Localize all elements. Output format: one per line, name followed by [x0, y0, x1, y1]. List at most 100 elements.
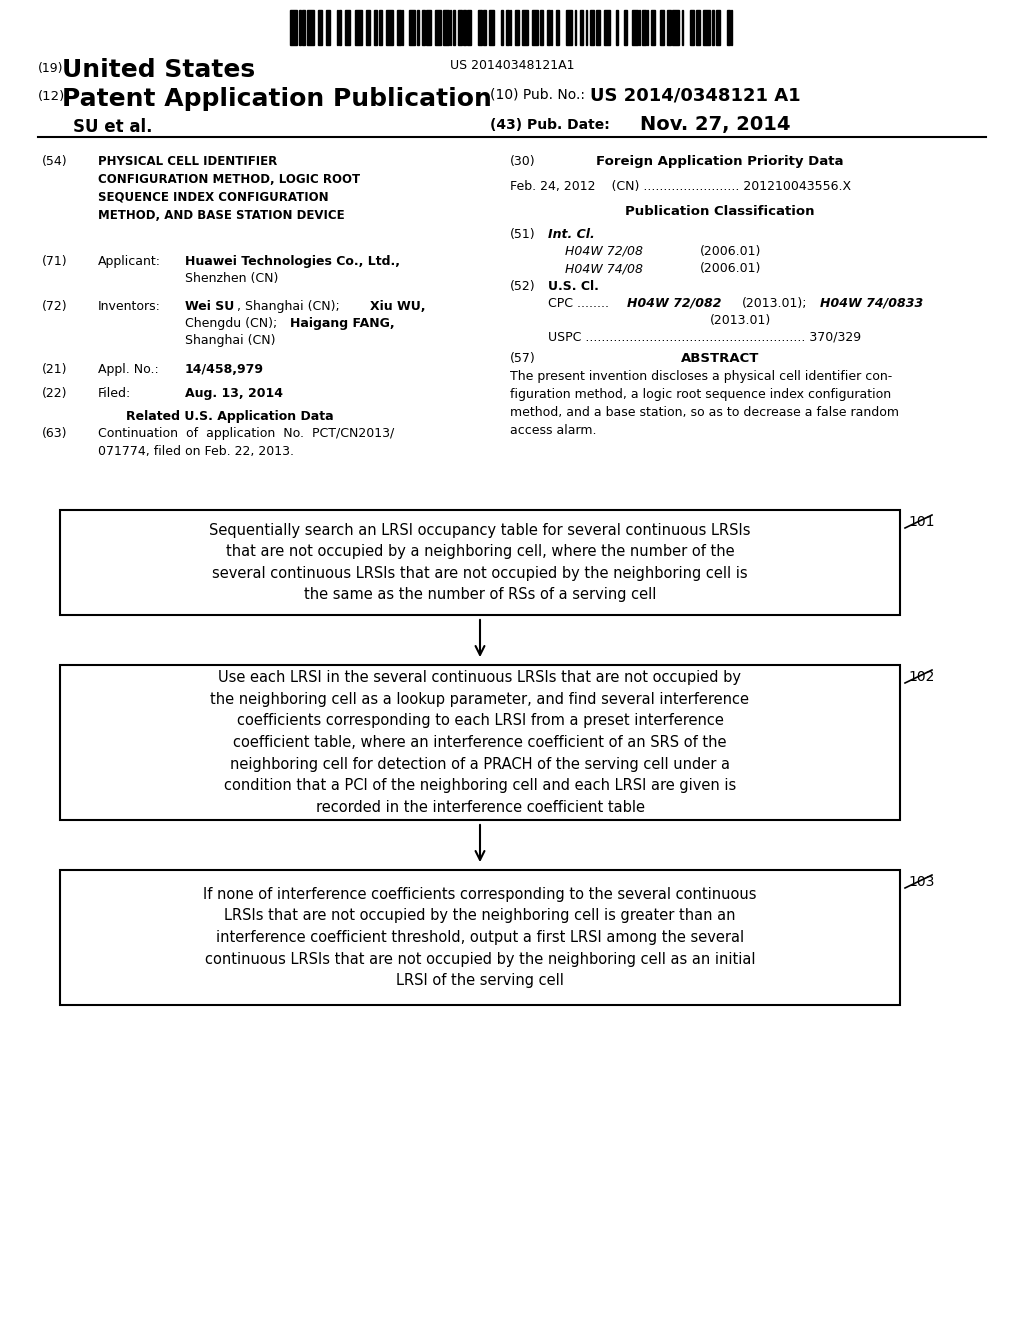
Text: Related U.S. Application Data: Related U.S. Application Data	[126, 411, 334, 422]
Text: Nov. 27, 2014: Nov. 27, 2014	[640, 115, 791, 135]
Bar	[667, 11, 671, 45]
Text: Inventors:: Inventors:	[98, 300, 161, 313]
Text: Wei SU: Wei SU	[185, 300, 234, 313]
Bar	[443, 11, 449, 45]
Text: (2013.01): (2013.01)	[710, 314, 771, 327]
Bar	[366, 11, 370, 45]
Text: (72): (72)	[42, 300, 68, 313]
Bar	[541, 11, 543, 45]
Text: (30): (30)	[510, 154, 536, 168]
Text: (19): (19)	[38, 62, 63, 75]
Text: (22): (22)	[42, 387, 68, 400]
Bar	[355, 11, 361, 45]
Text: PHYSICAL CELL IDENTIFIER
CONFIGURATION METHOD, LOGIC ROOT
SEQUENCE INDEX CONFIGU: PHYSICAL CELL IDENTIFIER CONFIGURATION M…	[98, 154, 360, 222]
Text: (12): (12)	[38, 90, 66, 103]
Text: (2006.01): (2006.01)	[700, 246, 762, 257]
Bar	[575, 11, 577, 45]
Bar	[339, 11, 341, 45]
Text: US 2014/0348121 A1: US 2014/0348121 A1	[590, 87, 801, 106]
Bar	[379, 11, 382, 45]
Text: 102: 102	[908, 671, 934, 684]
Text: US 20140348121A1: US 20140348121A1	[450, 59, 574, 73]
Text: Chengdu (CN);: Chengdu (CN);	[185, 317, 278, 330]
Text: Haigang FANG,: Haigang FANG,	[290, 317, 394, 330]
Text: The present invention discloses a physical cell identifier con-
figuration metho: The present invention discloses a physic…	[510, 370, 899, 437]
Bar	[551, 11, 553, 45]
Text: Patent Application Publication: Patent Application Publication	[62, 87, 492, 111]
Bar	[625, 11, 627, 45]
Text: Feb. 24, 2012    (CN) ........................ 201210043556.X: Feb. 24, 2012 (CN) .....................…	[510, 180, 851, 193]
Bar	[713, 11, 714, 45]
Text: Continuation  of  application  No.  PCT/CN2013/
071774, filed on Feb. 22, 2013.: Continuation of application No. PCT/CN20…	[98, 426, 394, 458]
Bar	[488, 11, 494, 45]
Bar	[690, 11, 693, 45]
Bar	[463, 11, 466, 45]
Text: H04W 72/082: H04W 72/082	[627, 297, 722, 310]
Bar	[651, 11, 655, 45]
Bar	[515, 11, 519, 45]
Text: If none of interference coefficients corresponding to the several continuous
LRS: If none of interference coefficients cor…	[203, 887, 757, 989]
Text: Publication Classification: Publication Classification	[626, 205, 815, 218]
Bar	[506, 11, 509, 45]
Bar	[60, 870, 900, 1005]
Bar	[483, 11, 485, 45]
Text: (71): (71)	[42, 255, 68, 268]
Bar	[453, 11, 456, 45]
Bar	[426, 11, 431, 45]
Bar	[478, 11, 482, 45]
Text: Huawei Technologies Co., Ltd.,: Huawei Technologies Co., Ltd.,	[185, 255, 400, 268]
Bar	[590, 11, 594, 45]
Bar	[596, 11, 600, 45]
Text: ABSTRACT: ABSTRACT	[681, 352, 759, 366]
Bar	[731, 11, 732, 45]
Bar	[510, 11, 511, 45]
Bar	[673, 11, 679, 45]
Text: Applicant:: Applicant:	[98, 255, 161, 268]
Bar	[566, 11, 572, 45]
Text: Shenzhen (CN): Shenzhen (CN)	[185, 272, 279, 285]
Text: (43) Pub. Date:: (43) Pub. Date:	[490, 117, 609, 132]
Bar	[660, 11, 665, 45]
Bar	[422, 11, 425, 45]
Text: (54): (54)	[42, 154, 68, 168]
Text: USPC ....................................................... 370/329: USPC ...................................…	[548, 331, 861, 345]
Text: Aug. 13, 2014: Aug. 13, 2014	[185, 387, 283, 400]
Bar	[633, 11, 638, 45]
Text: (2006.01): (2006.01)	[700, 261, 762, 275]
Text: H04W 74/08: H04W 74/08	[565, 261, 643, 275]
Bar	[435, 11, 440, 45]
Bar	[60, 510, 900, 615]
Bar	[717, 11, 720, 45]
Bar	[450, 11, 452, 45]
Text: 101: 101	[908, 515, 935, 529]
Bar	[616, 11, 617, 45]
Text: (2013.01);: (2013.01);	[742, 297, 808, 310]
Text: (52): (52)	[510, 280, 536, 293]
Text: H04W 72/08: H04W 72/08	[565, 246, 643, 257]
Bar	[703, 11, 710, 45]
Text: Shanghai (CN): Shanghai (CN)	[185, 334, 275, 347]
Bar	[374, 11, 377, 45]
Bar	[326, 11, 330, 45]
Bar	[642, 11, 646, 45]
Text: Foreign Application Priority Data: Foreign Application Priority Data	[596, 154, 844, 168]
Bar	[396, 11, 400, 45]
Text: CPC ........: CPC ........	[548, 297, 609, 310]
Text: Appl. No.:: Appl. No.:	[98, 363, 159, 376]
Bar	[467, 11, 471, 45]
Text: , Shanghai (CN);: , Shanghai (CN);	[237, 300, 340, 313]
Text: SU et al.: SU et al.	[73, 117, 153, 136]
Bar	[417, 11, 419, 45]
Bar	[307, 11, 314, 45]
Text: Xiu WU,: Xiu WU,	[370, 300, 426, 313]
Text: (10) Pub. No.:: (10) Pub. No.:	[490, 87, 585, 102]
Bar	[299, 11, 301, 45]
Bar	[581, 11, 583, 45]
Bar	[345, 11, 350, 45]
Text: Int. Cl.: Int. Cl.	[548, 228, 595, 242]
Bar	[337, 11, 338, 45]
Bar	[458, 11, 462, 45]
Text: (21): (21)	[42, 363, 68, 376]
Bar	[647, 11, 648, 45]
Text: 103: 103	[908, 875, 934, 888]
